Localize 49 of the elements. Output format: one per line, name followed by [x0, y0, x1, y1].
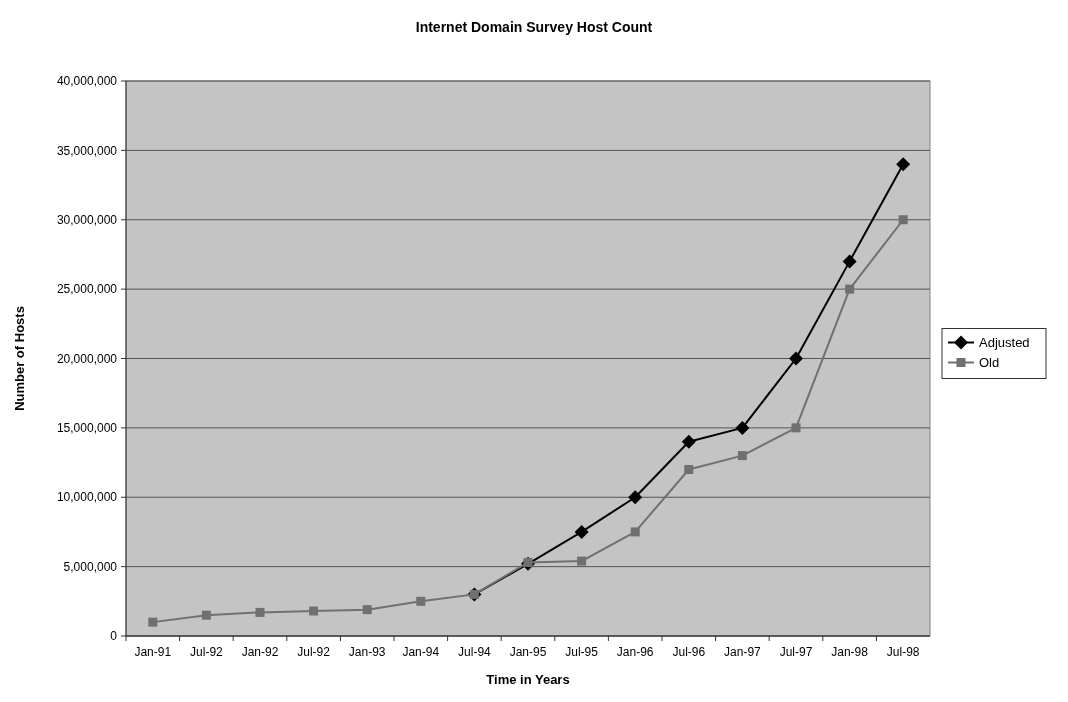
point [577, 556, 587, 566]
legend-label: Old [979, 355, 1000, 371]
x-tick-label: Jul-97 [779, 645, 813, 659]
point [416, 596, 426, 606]
point [896, 157, 911, 172]
point [201, 610, 211, 620]
x-tick-label: Jan-91 [134, 645, 172, 659]
x-tick-label: Jul-92 [190, 645, 224, 659]
y-tick-label: 35,000,000 [56, 143, 118, 158]
point [148, 617, 158, 627]
chart-title: Internet Domain Survey Host Count [415, 19, 653, 35]
x-tick-label: Jan-98 [831, 645, 869, 659]
x-tick-label: Jan-96 [616, 645, 654, 659]
point [842, 254, 857, 269]
point [628, 490, 643, 505]
point [574, 524, 589, 539]
y-tick-label: 15,000,000 [56, 421, 118, 436]
y-tick-label: 25,000,000 [56, 282, 118, 297]
y-tick-label: 30,000,000 [56, 212, 118, 227]
y-tick-label: 40,000,000 [56, 74, 118, 89]
y-axis-title: Number of Hosts [12, 306, 27, 411]
point [362, 605, 372, 615]
x-tick-label: Jan-95 [509, 645, 547, 659]
x-tick-label: Jan-93 [348, 645, 386, 659]
y-tick-label: 0 [110, 629, 118, 644]
x-tick-label: Jul-98 [886, 645, 920, 659]
x-tick-label: Jul-92 [297, 645, 331, 659]
x-tick-label: Jan-94 [402, 645, 440, 659]
x-tick-label: Jul-96 [672, 645, 706, 659]
point [630, 527, 640, 537]
point [898, 215, 908, 225]
x-tick-label: Jan-92 [241, 645, 279, 659]
point [789, 351, 803, 366]
x-axis-title: Time in Years [486, 672, 570, 687]
point [684, 465, 694, 474]
point [309, 606, 319, 616]
point [791, 423, 801, 433]
x-tick-label: Jul-95 [565, 645, 599, 659]
y-tick-label: 20,000,000 [56, 351, 118, 366]
legend-label: Adjusted [979, 335, 1030, 351]
point [845, 284, 855, 294]
x-tick-label: Jan-97 [724, 645, 762, 659]
point [681, 434, 696, 449]
point [735, 420, 750, 435]
point [737, 451, 747, 461]
y-tick-label: 10,000,000 [56, 490, 118, 505]
y-tick-label: 5,000,000 [63, 559, 118, 574]
x-tick-label: Jul-94 [458, 645, 492, 659]
point [255, 607, 265, 617]
